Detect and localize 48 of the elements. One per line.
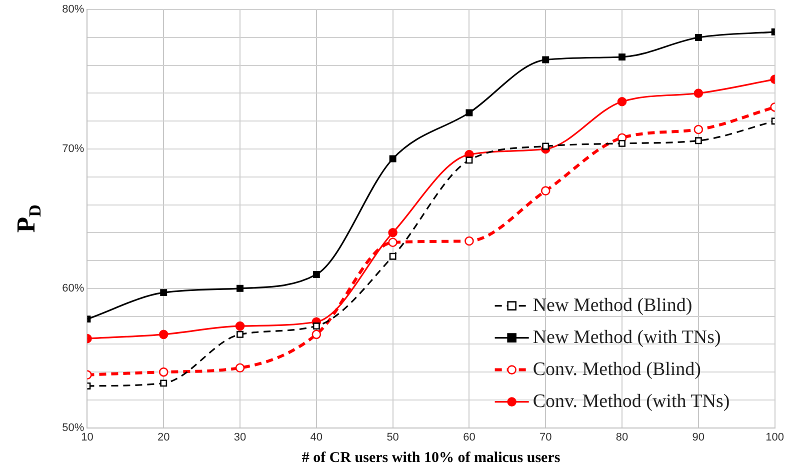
- x-tick-label: 30: [234, 431, 246, 444]
- x-tick-label: 10: [81, 431, 94, 444]
- point: [694, 137, 702, 144]
- x-tick-label: 90: [692, 431, 705, 444]
- x-tick-label: 80: [616, 431, 628, 444]
- point: [160, 380, 168, 387]
- point: [389, 155, 396, 162]
- point: [312, 322, 320, 330]
- point: [388, 228, 398, 238]
- point: [236, 330, 244, 338]
- x-tick-label: 100: [766, 431, 784, 444]
- y-tick-label: 80%: [62, 4, 84, 16]
- y-tick-label: 70%: [62, 143, 84, 156]
- point: [542, 142, 550, 150]
- point: [694, 88, 704, 98]
- point: [466, 156, 473, 164]
- y-tick-label: 50%: [62, 422, 84, 434]
- legend-label: New Method (with TNs): [532, 326, 721, 348]
- x-tick-label: 20: [157, 431, 170, 444]
- point: [235, 321, 245, 331]
- legend-label: Conv. Method (with TNs): [532, 390, 730, 412]
- point: [617, 96, 627, 106]
- x-tick-label: 40: [310, 431, 323, 444]
- point: [542, 56, 550, 64]
- legend-label: Conv. Method (Blind): [532, 358, 702, 380]
- x-tick-label: 50: [386, 431, 399, 444]
- point: [312, 330, 322, 340]
- point: [464, 236, 474, 246]
- point: [312, 270, 320, 278]
- point: [235, 363, 245, 373]
- x-tick-label: 60: [463, 431, 476, 444]
- y-tick-label: 60%: [62, 282, 84, 294]
- point: [466, 109, 473, 116]
- point: [618, 140, 626, 147]
- point: [694, 34, 702, 41]
- point: [540, 186, 550, 196]
- point: [236, 284, 244, 292]
- point: [158, 367, 168, 377]
- y-axis-title: PD: [12, 204, 44, 233]
- legend-label: New Method (Blind): [532, 294, 692, 316]
- point: [388, 238, 398, 248]
- point: [158, 330, 168, 340]
- point: [618, 54, 626, 60]
- point: [694, 124, 704, 134]
- point: [160, 289, 168, 296]
- x-tick-label: 70: [539, 431, 552, 444]
- point: [389, 252, 396, 260]
- x-axis-title: # of CR users with 10% of malicus users: [302, 450, 560, 466]
